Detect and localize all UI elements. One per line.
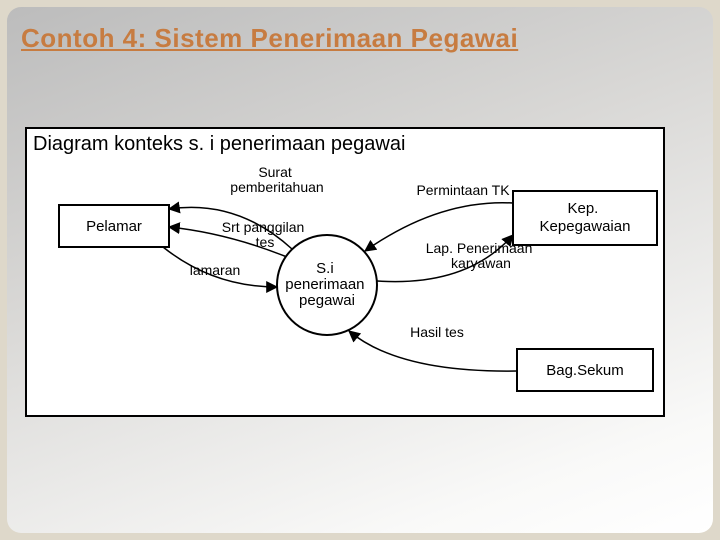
slide: Contoh 4: Sistem Penerimaan Pegawai Diag… — [7, 7, 713, 533]
node-bag-sekum-label: Bag.Sekum — [546, 362, 624, 379]
diagram-heading: Diagram konteks s. i penerimaan pegawai — [33, 133, 405, 156]
edge-label-hasil-tes: Hasil tes — [410, 324, 464, 340]
node-pelamar-label: Pelamar — [86, 218, 142, 235]
diagram-frame: Diagram konteks s. i penerimaan pegawai … — [25, 127, 665, 417]
edge-label-permintaan-tk: Permintaan TK — [416, 182, 510, 198]
diagram-canvas: Surat pemberitahuan Srt panggilan tes la… — [27, 157, 663, 415]
outer-background: Contoh 4: Sistem Penerimaan Pegawai Diag… — [0, 0, 720, 540]
edge-label-surat-pemberitahuan: Surat pemberitahuan — [230, 164, 323, 195]
dfd-svg: Surat pemberitahuan Srt panggilan tes la… — [27, 157, 663, 415]
edge-label-lamaran: lamaran — [190, 262, 241, 278]
slide-title: Contoh 4: Sistem Penerimaan Pegawai — [21, 23, 518, 54]
